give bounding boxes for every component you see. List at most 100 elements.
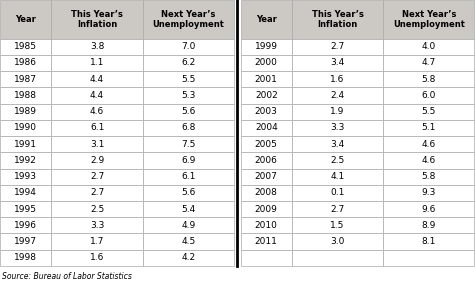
Text: 2009: 2009 <box>255 204 278 214</box>
Bar <box>142 152 234 168</box>
Text: 0.1: 0.1 <box>331 188 345 197</box>
Bar <box>142 136 234 152</box>
Text: 2008: 2008 <box>255 188 278 197</box>
Bar <box>142 233 234 250</box>
Text: 1990: 1990 <box>14 123 37 132</box>
Bar <box>0 185 51 201</box>
Text: 1991: 1991 <box>14 140 37 149</box>
Text: 3.8: 3.8 <box>90 42 104 51</box>
Text: 4.4: 4.4 <box>90 75 104 84</box>
Text: 2004: 2004 <box>255 123 278 132</box>
Text: 1.6: 1.6 <box>331 75 345 84</box>
Text: Year: Year <box>256 15 277 24</box>
Text: 2.7: 2.7 <box>331 204 345 214</box>
Bar <box>0 168 51 185</box>
Text: 4.2: 4.2 <box>181 253 195 262</box>
Text: 1.7: 1.7 <box>90 237 104 246</box>
Text: 3.4: 3.4 <box>331 140 345 149</box>
Bar <box>292 39 383 55</box>
Text: This Year’s
Inflation: This Year’s Inflation <box>312 10 363 29</box>
Text: 1999: 1999 <box>255 42 278 51</box>
Bar <box>51 152 142 168</box>
Text: Source: Bureau of Labor Statistics: Source: Bureau of Labor Statistics <box>2 273 132 281</box>
Text: Next Year’s
Unemployment: Next Year’s Unemployment <box>152 10 224 29</box>
Bar <box>383 71 475 87</box>
Bar <box>0 55 51 71</box>
Text: 8.1: 8.1 <box>422 237 436 246</box>
Bar <box>292 250 383 266</box>
Text: 5.5: 5.5 <box>181 75 196 84</box>
Bar <box>240 104 292 120</box>
Text: 1995: 1995 <box>14 204 37 214</box>
Bar <box>383 152 475 168</box>
Bar <box>383 39 475 55</box>
Bar <box>240 250 292 266</box>
Text: 4.6: 4.6 <box>422 140 436 149</box>
Bar <box>240 39 292 55</box>
Bar <box>142 217 234 233</box>
Bar <box>51 71 142 87</box>
Bar <box>51 0 142 39</box>
Text: 7.0: 7.0 <box>181 42 196 51</box>
Bar <box>240 217 292 233</box>
Text: 2000: 2000 <box>255 58 278 67</box>
Text: 5.4: 5.4 <box>181 204 195 214</box>
Text: 1988: 1988 <box>14 91 37 100</box>
Bar <box>383 201 475 217</box>
Bar <box>51 168 142 185</box>
Bar <box>0 217 51 233</box>
Bar <box>383 168 475 185</box>
Text: 7.5: 7.5 <box>181 140 196 149</box>
Text: 1.1: 1.1 <box>90 58 104 67</box>
Bar <box>51 250 142 266</box>
Text: 1985: 1985 <box>14 42 37 51</box>
Bar <box>383 250 475 266</box>
Bar <box>0 104 51 120</box>
Bar <box>383 185 475 201</box>
Text: 4.0: 4.0 <box>422 42 436 51</box>
Text: 5.6: 5.6 <box>181 107 196 116</box>
Text: 4.6: 4.6 <box>90 107 104 116</box>
Bar <box>142 250 234 266</box>
Bar <box>383 233 475 250</box>
Bar <box>0 0 51 39</box>
Bar <box>240 185 292 201</box>
Bar <box>142 201 234 217</box>
Text: This Year’s
Inflation: This Year’s Inflation <box>71 10 123 29</box>
Text: 1997: 1997 <box>14 237 37 246</box>
Bar <box>142 0 234 39</box>
Bar <box>142 120 234 136</box>
Bar <box>51 120 142 136</box>
Bar <box>292 217 383 233</box>
Text: 2.5: 2.5 <box>90 204 104 214</box>
Bar <box>383 104 475 120</box>
Text: 4.5: 4.5 <box>181 237 195 246</box>
Bar <box>0 250 51 266</box>
Text: 1.6: 1.6 <box>90 253 104 262</box>
Bar <box>240 233 292 250</box>
Bar <box>240 136 292 152</box>
Bar <box>292 152 383 168</box>
Text: 5.3: 5.3 <box>181 91 196 100</box>
Text: Next Year’s
Unemployment: Next Year’s Unemployment <box>393 10 465 29</box>
Text: 5.8: 5.8 <box>422 75 436 84</box>
Bar <box>240 87 292 104</box>
Text: 2006: 2006 <box>255 156 278 165</box>
Bar <box>142 71 234 87</box>
Text: 3.1: 3.1 <box>90 140 104 149</box>
Bar <box>383 120 475 136</box>
Bar <box>51 233 142 250</box>
Text: 1987: 1987 <box>14 75 37 84</box>
Text: 6.1: 6.1 <box>90 123 104 132</box>
Text: 6.1: 6.1 <box>181 172 196 181</box>
Bar <box>240 71 292 87</box>
Text: 2001: 2001 <box>255 75 278 84</box>
Bar <box>142 55 234 71</box>
Bar <box>240 55 292 71</box>
Text: 2.9: 2.9 <box>90 156 104 165</box>
Bar <box>51 201 142 217</box>
Text: 1986: 1986 <box>14 58 37 67</box>
Text: 2007: 2007 <box>255 172 278 181</box>
Text: 2.7: 2.7 <box>331 42 345 51</box>
Bar <box>292 87 383 104</box>
